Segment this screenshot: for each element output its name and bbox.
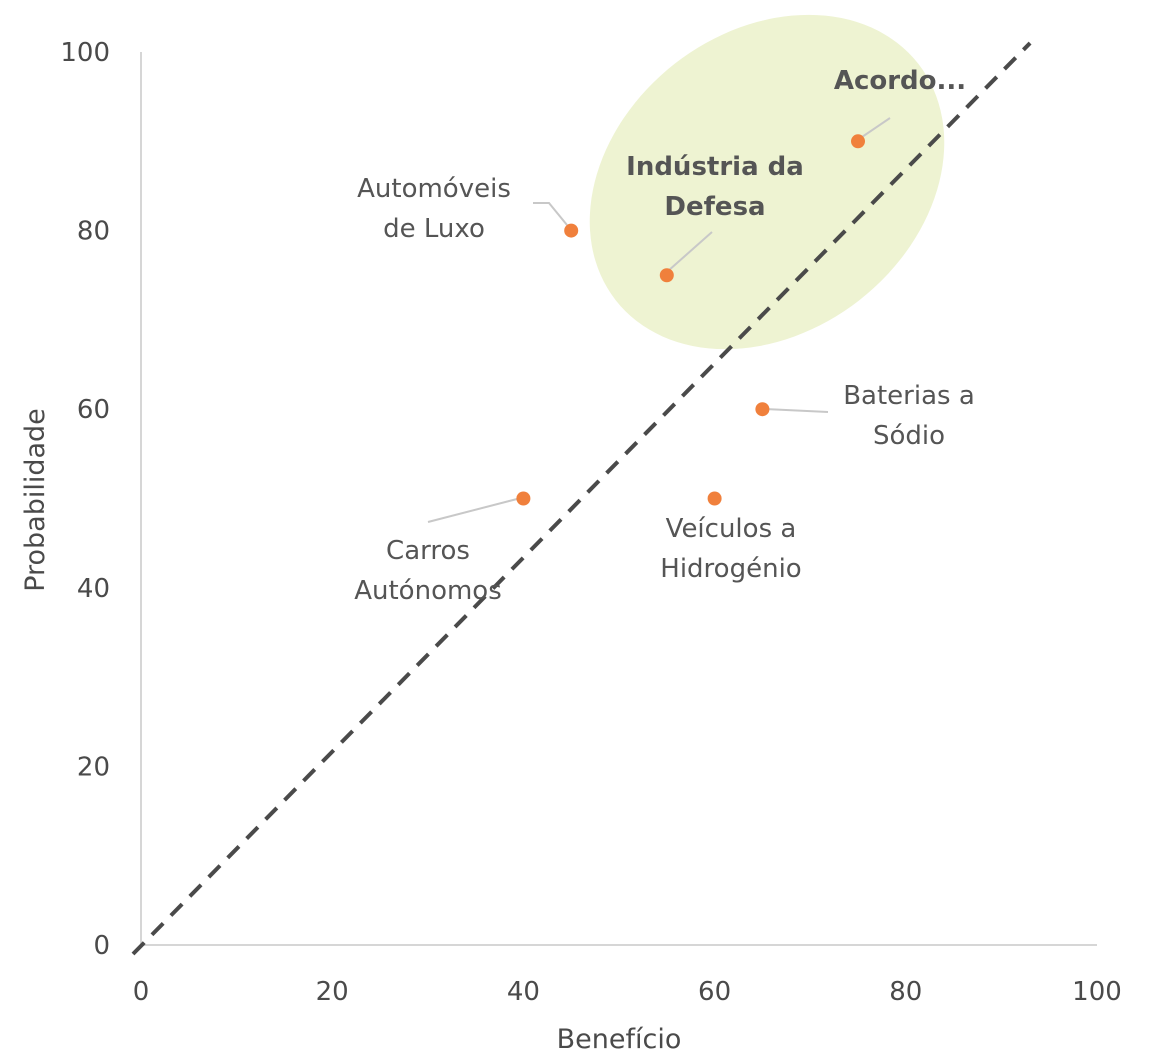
x-tick-label: 80 (889, 977, 922, 1007)
point-labels-layer: Automóveis de Luxo Indústria da Defesa Acord… (354, 66, 975, 606)
point-label-line: Indústria da (626, 152, 804, 182)
point-label-line: Autónomos (354, 576, 502, 606)
data-point-automoveis[interactable] (564, 223, 579, 238)
point-label-line: Hidrogénio (660, 554, 801, 584)
point-label-veiculos: Veículos a Hidrogénio (660, 514, 801, 584)
data-point-acordo[interactable] (851, 134, 865, 149)
y-axis-title: Probabilidade (20, 408, 51, 592)
leader-line-defesa (667, 231, 713, 272)
leader-lines-layer (427, 117, 891, 523)
x-tick-label: 0 (133, 977, 150, 1007)
leader-line-acordo (861, 117, 891, 138)
y-tick-label: 100 (60, 38, 110, 68)
point-label-defesa: Indústria da Defesa (626, 152, 804, 222)
point-label-line: Sódio (873, 421, 945, 451)
highlight-layer (589, 14, 945, 350)
highlight-ellipse (589, 14, 945, 350)
y-tick-label: 60 (77, 395, 110, 425)
y-tick-label: 80 (77, 217, 110, 247)
data-point-carros[interactable] (516, 491, 531, 506)
data-point-veiculos[interactable] (707, 491, 722, 506)
point-label-baterias: Baterias a Sódio (843, 381, 975, 451)
leader-line-baterias (764, 408, 829, 413)
leader-line-carros (427, 498, 518, 523)
reference-line (131, 41, 1032, 956)
point-label-line: Carros (386, 536, 470, 566)
y-tick-label: 20 (77, 752, 110, 782)
point-label-line: Acordo... (834, 66, 966, 96)
point-label-line: Veículos a (666, 514, 797, 544)
point-label-line: Automóveis (357, 174, 511, 204)
point-label-line: de Luxo (383, 214, 485, 244)
data-point-baterias[interactable] (755, 402, 770, 417)
points-layer (516, 134, 865, 506)
reference-line-layer (131, 41, 1032, 956)
point-label-line: Baterias a (843, 381, 975, 411)
x-tick-label: 20 (316, 977, 349, 1007)
point-label-carros: Carros Autónomos (354, 536, 502, 606)
axes-layer: 0 20 40 60 80 100 0 20 40 60 80 100 Benefício Probabi… (20, 38, 1122, 1054)
data-point-defesa[interactable] (659, 268, 674, 283)
x-tick-label: 40 (507, 977, 540, 1007)
point-label-line: Defesa (664, 192, 765, 222)
point-label-automoveis: Automóveis de Luxo (357, 174, 511, 244)
point-label-acordo: Acordo... (834, 66, 966, 96)
leader-line-automoveis (533, 202, 568, 226)
y-tick-label: 40 (77, 574, 110, 604)
x-tick-label: 100 (1072, 977, 1122, 1007)
y-tick-label: 0 (93, 931, 110, 961)
x-axis-title: Benefício (557, 1024, 682, 1054)
x-tick-label: 60 (698, 977, 731, 1007)
